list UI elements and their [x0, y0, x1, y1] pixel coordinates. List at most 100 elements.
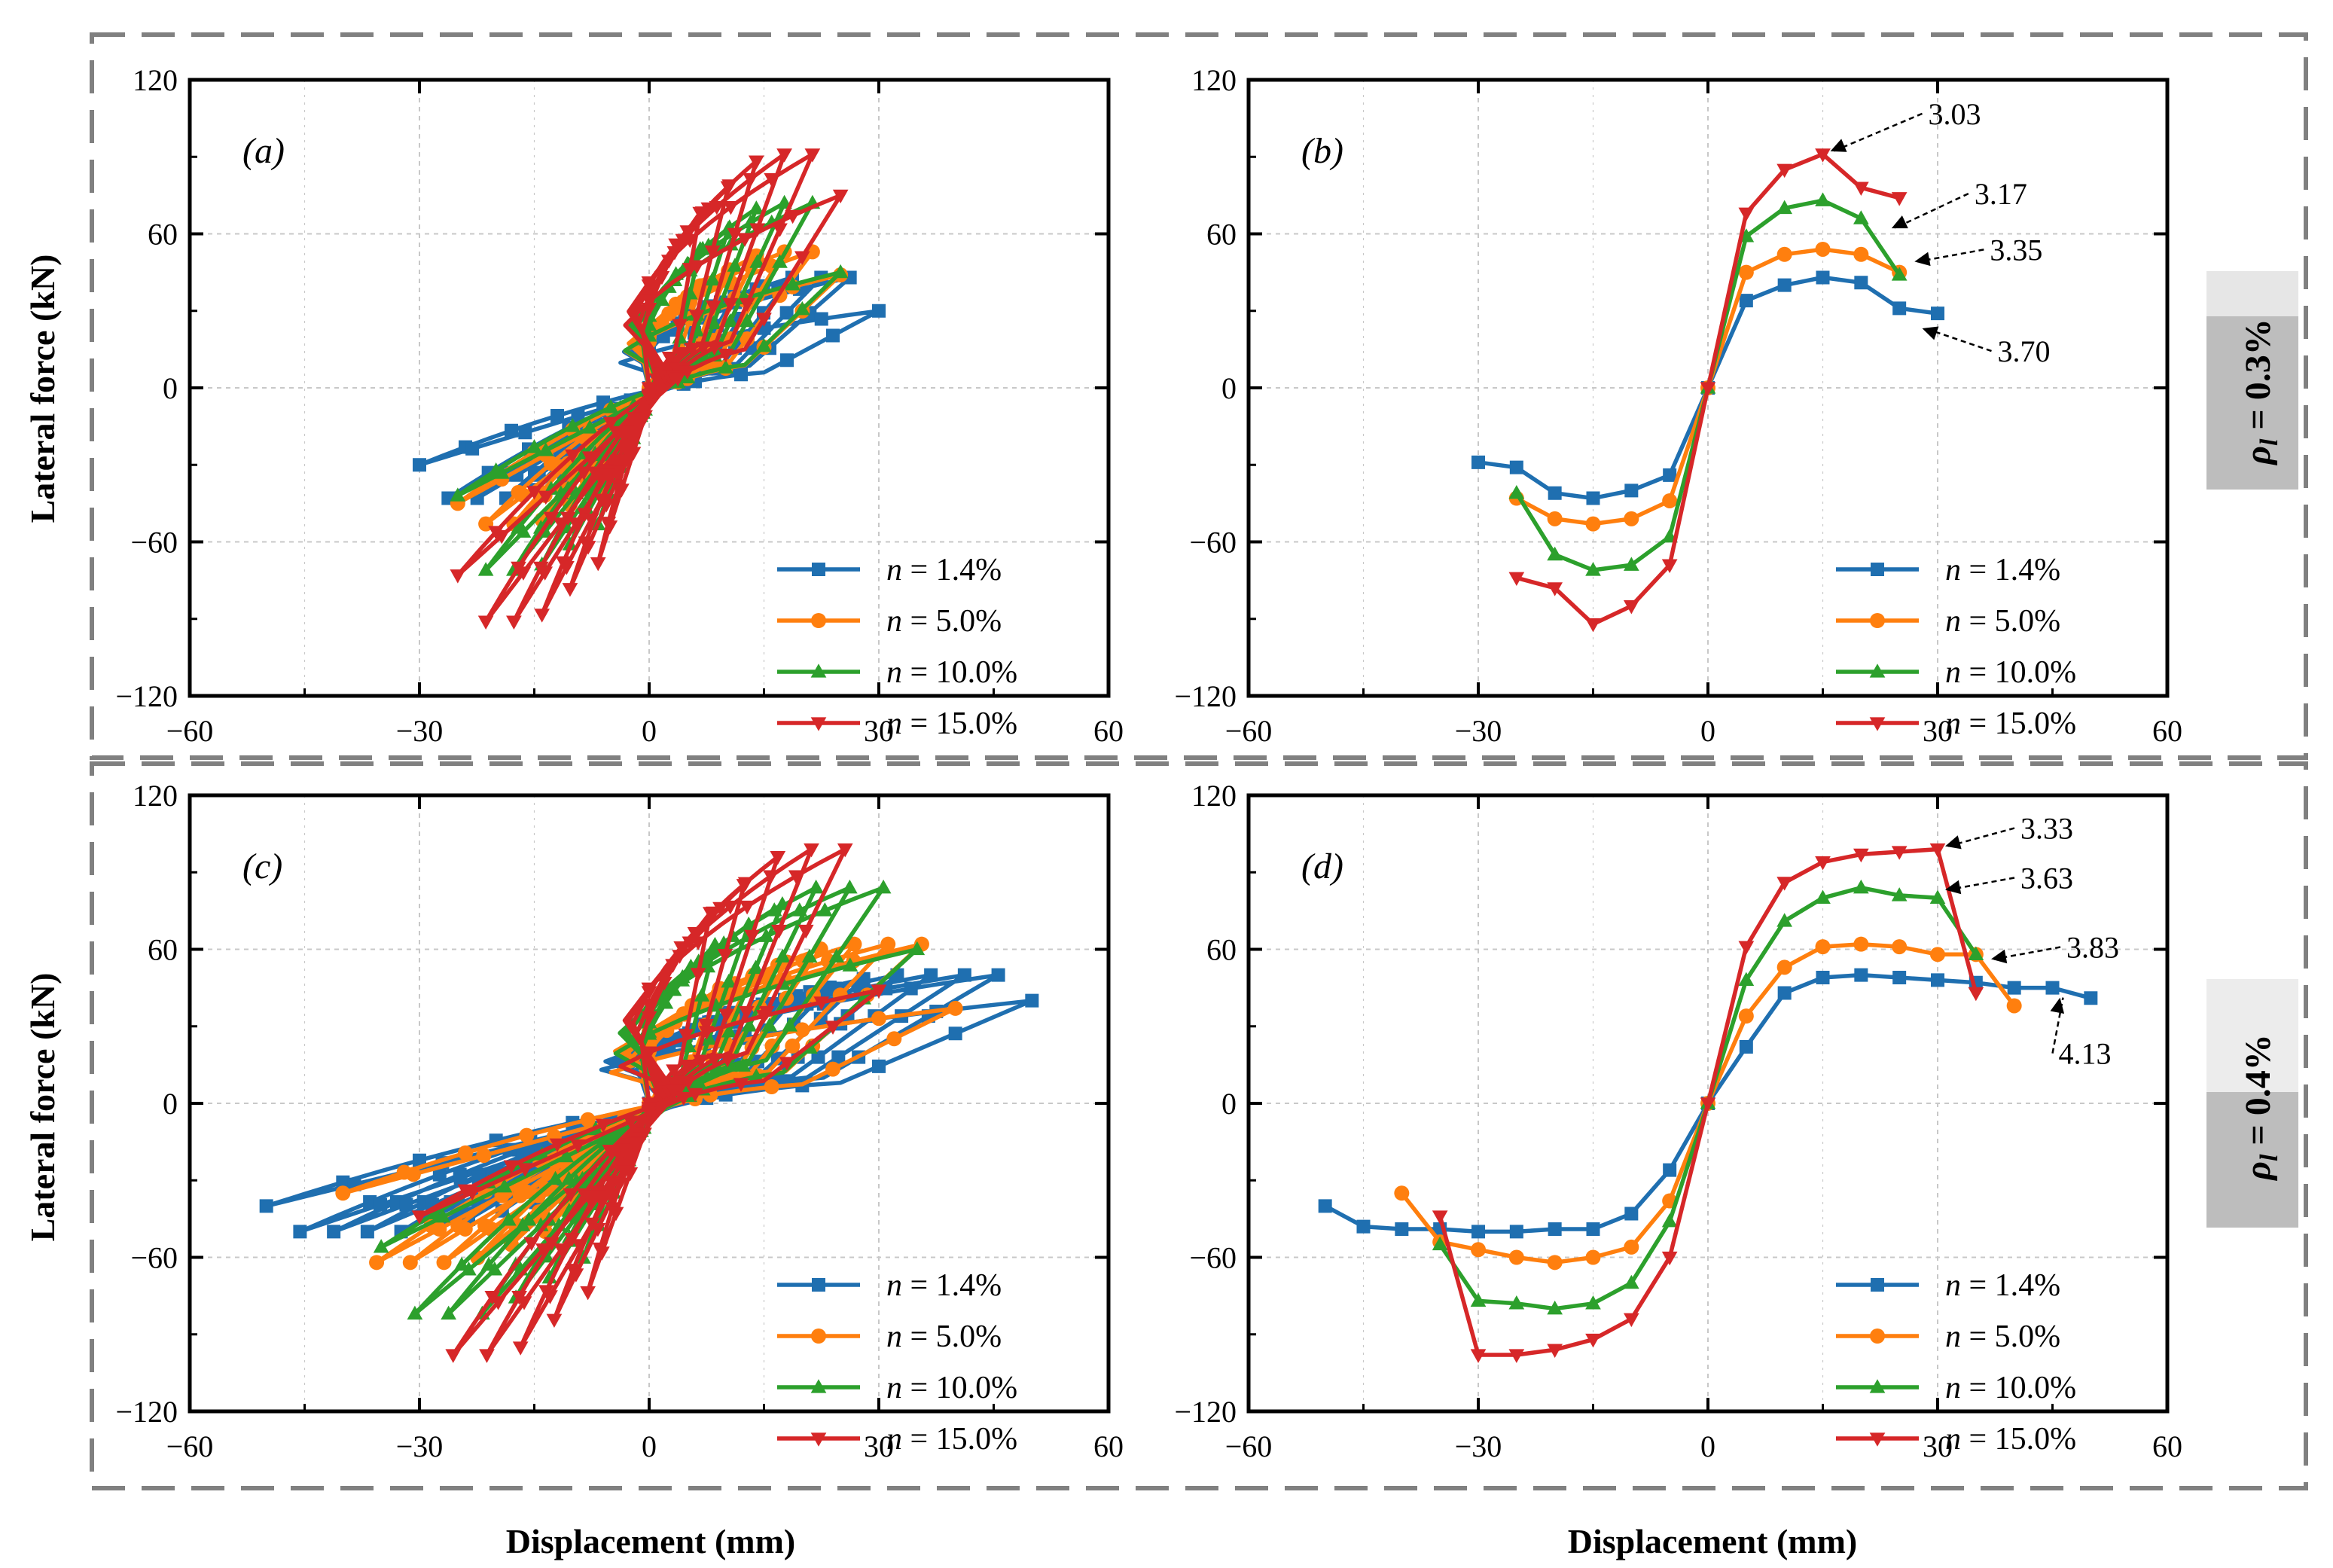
data-point: [706, 341, 723, 355]
data-point: [748, 1068, 764, 1082]
data-point: [1318, 1199, 1332, 1213]
panel-a: n = 1.4% n = 5.0% n = 10.0% n = 15.0% (a) −60…: [115, 63, 1124, 748]
legend-label: n = 15.0%: [1945, 1422, 2076, 1457]
data-point: [327, 1225, 341, 1239]
data-point: [413, 1153, 426, 1167]
data-point: [1854, 968, 1868, 982]
data-point: [293, 1225, 307, 1239]
data-point: [1394, 1185, 1410, 1201]
data-point: [453, 1170, 468, 1185]
data-point: [785, 276, 801, 291]
data-point: [1853, 936, 1869, 952]
data-point: [1931, 307, 1944, 321]
data-point: [1470, 1349, 1487, 1363]
data-point: [690, 936, 706, 950]
data-point: [1853, 210, 1869, 224]
data-point: [816, 902, 833, 917]
data-point: [1661, 1251, 1678, 1266]
data-point: [336, 1175, 350, 1189]
legend-label: n = 5.0%: [886, 604, 1002, 639]
data-point: [534, 609, 550, 623]
data-point: [2007, 981, 2021, 995]
data-point: [1548, 1222, 1562, 1237]
data-point: [1891, 192, 1908, 206]
data-point: [486, 1261, 503, 1276]
data-point: [441, 1305, 456, 1320]
data-point: [1929, 889, 1946, 904]
x-axis-title-left: Displacement (mm): [506, 1522, 796, 1560]
y-axis-title-bottom: Lateral force (kN): [23, 973, 62, 1242]
data-point: [706, 906, 721, 921]
data-point: [1663, 468, 1677, 482]
data-point: [785, 209, 801, 224]
data-point: [695, 341, 712, 355]
panel-label: (c): [242, 847, 282, 886]
y-tick-label: −120: [115, 679, 178, 713]
y-tick-label: 60: [1206, 933, 1237, 967]
annotation-label: 3.70: [1998, 334, 2051, 368]
data-point: [526, 486, 542, 500]
data-point: [1432, 1210, 1448, 1225]
data-point: [744, 929, 760, 944]
data-point: [641, 999, 657, 1013]
data-point: [1968, 946, 1984, 960]
data-point: [641, 389, 657, 403]
data-point: [727, 227, 743, 243]
data-point: [515, 523, 532, 538]
data-point: [602, 520, 618, 535]
data-point: [872, 1059, 886, 1073]
data-point: [825, 1020, 841, 1035]
data-point: [1700, 1097, 1716, 1112]
data-point: [399, 1197, 413, 1212]
data-point: [678, 1029, 694, 1043]
data-point: [771, 924, 787, 939]
data-point: [1815, 241, 1831, 257]
data-point: [808, 879, 824, 894]
data-point: [674, 969, 691, 984]
annotation: 3.70: [1922, 326, 2051, 368]
legend-label: n = 15.0%: [1945, 706, 2076, 741]
data-point: [694, 206, 711, 221]
data-point: [450, 569, 466, 584]
data-point: [590, 468, 607, 483]
data-point: [641, 303, 657, 317]
group-frame-bottom: [90, 761, 2308, 1490]
data-point: [512, 1188, 528, 1203]
data-point: [614, 484, 630, 498]
annotation-label: 3.03: [1929, 97, 1981, 131]
data-point: [580, 541, 596, 555]
data-point: [1624, 484, 1639, 498]
data-point: [523, 1237, 540, 1252]
data-point: [464, 1186, 480, 1201]
legend-label: n = 1.4%: [1945, 553, 2060, 587]
data-point: [1738, 264, 1754, 280]
x-tick-label: −30: [1455, 1429, 1502, 1463]
group-label-bottom: ρl = 0.4%: [2206, 979, 2298, 1228]
data-point: [1738, 1008, 1754, 1024]
data-point: [698, 1018, 714, 1033]
data-point: [721, 973, 737, 988]
annotation-arrowhead: [1891, 215, 1908, 229]
data-point: [1508, 1295, 1525, 1310]
data-point: [837, 843, 853, 858]
data-point: [794, 300, 810, 316]
annotation-arrowhead: [2050, 997, 2065, 1014]
data-point: [594, 1246, 610, 1261]
data-point: [1700, 382, 1716, 396]
panel-b: 3.03 3.17 3.35 3.70 n = 1.4% n = 5.0% n = 10.0…: [1174, 63, 2182, 748]
data-point: [825, 1061, 840, 1077]
data-point: [1776, 913, 1793, 927]
data-point: [666, 981, 682, 996]
data-point: [770, 851, 786, 865]
data-point: [872, 304, 886, 318]
data-point: [564, 418, 581, 432]
annotation: 3.03: [1830, 97, 1981, 152]
y-tick-label: 60: [148, 933, 178, 967]
data-point: [477, 615, 494, 630]
data-point: [407, 1305, 423, 1320]
data-point: [505, 423, 518, 438]
annotation-arrowhead: [1991, 949, 2008, 964]
data-point: [1586, 491, 1600, 505]
data-point: [704, 271, 721, 286]
